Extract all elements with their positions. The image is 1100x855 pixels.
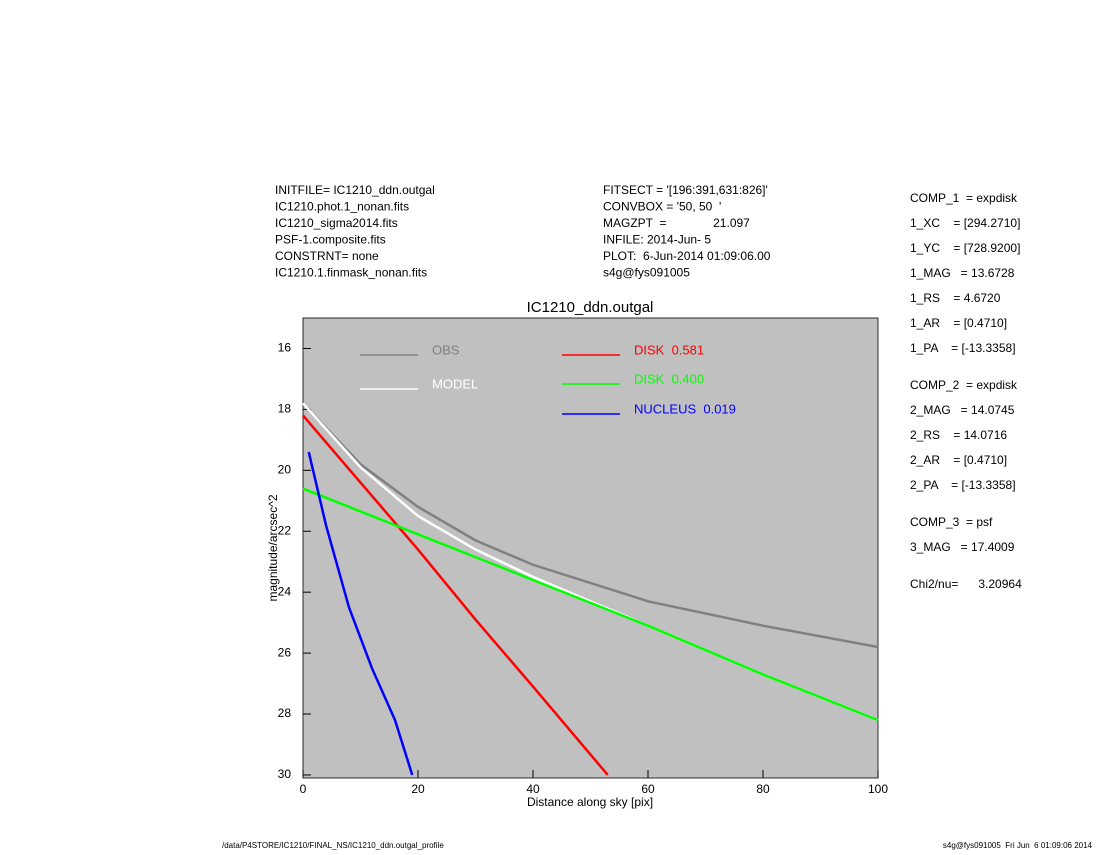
info-middle: s4g@fys091005 <box>603 266 690 280</box>
series-line <box>302 402 879 649</box>
info-left: CONSTRNT= none <box>275 249 379 263</box>
y-tick-label: 26 <box>278 645 292 659</box>
y-tick-label: 16 <box>278 341 292 355</box>
info-left: PSF-1.composite.fits <box>275 233 386 247</box>
y-tick-label: 30 <box>278 767 292 781</box>
info-right: 1_XC = [294.2710] <box>910 216 1020 230</box>
info-left: IC1210.phot.1_nonan.fits <box>275 200 409 214</box>
info-right: COMP_3 = psf <box>910 515 993 529</box>
y-tick-label: 18 <box>278 402 292 416</box>
chart-title: IC1210_ddn.outgal <box>527 299 654 316</box>
x-tick-label: 80 <box>756 782 770 796</box>
info-middle: INFILE: 2014-Jun- 5 <box>603 233 711 247</box>
y-tick-label: 24 <box>278 584 292 598</box>
info-left: IC1210.1.finmask_nonan.fits <box>275 266 427 280</box>
x-axis-label: Distance along sky [pix] <box>527 795 653 809</box>
info-right: 2_RS = 14.0716 <box>910 428 1007 442</box>
info-right: 2_MAG = 14.0745 <box>910 403 1015 417</box>
x-tick-label: 100 <box>868 782 888 796</box>
y-tick-label: 22 <box>278 523 292 537</box>
info-right: 2_PA = [-13.3358] <box>910 478 1016 492</box>
legend-label: NUCLEUS 0.019 <box>634 401 736 416</box>
footer-path: /data/P4STORE/IC1210/FINAL_NS/IC1210_ddn… <box>222 841 444 850</box>
info-right: 1_YC = [728.9200] <box>910 241 1020 255</box>
legend-label: MODEL <box>432 376 478 391</box>
info-left: INITFILE= IC1210_ddn.outgal <box>275 183 435 197</box>
info-right: COMP_1 = expdisk <box>910 191 1018 205</box>
info-right: 1_PA = [-13.3358] <box>910 341 1016 355</box>
info-right: 2_AR = [0.4710] <box>910 453 1007 467</box>
footer-stamp: s4g@fys091005 Fri Jun 6 01:09:06 2014 <box>943 841 1093 850</box>
x-tick-label: 0 <box>300 782 307 796</box>
info-left: IC1210_sigma2014.fits <box>275 216 398 230</box>
series-line <box>302 414 609 776</box>
x-tick-label: 40 <box>526 782 540 796</box>
info-middle: FITSECT = '[196:391,631:826]' <box>603 183 768 197</box>
legend-label: DISK 0.581 <box>634 342 704 357</box>
info-right: 1_MAG = 13.6728 <box>910 266 1015 280</box>
info-right: Chi2/nu= 3.20964 <box>910 577 1022 591</box>
x-tick-label: 20 <box>411 782 425 796</box>
y-tick-label: 20 <box>278 462 292 476</box>
plot-area <box>302 317 879 779</box>
info-right: COMP_2 = expdisk <box>910 378 1018 392</box>
series-line <box>302 487 879 722</box>
info-right: 1_AR = [0.4710] <box>910 316 1007 330</box>
series-line <box>307 451 414 776</box>
info-right: 1_RS = 4.6720 <box>910 291 1001 305</box>
info-middle: MAGZPT = 21.097 <box>603 216 750 230</box>
info-middle: PLOT: 6-Jun-2014 01:09:06.00 <box>603 249 771 263</box>
info-right: 3_MAG = 17.4009 <box>910 540 1015 554</box>
legend-label: OBS <box>432 342 460 357</box>
info-middle: CONVBOX = '50, 50 ' <box>603 200 721 214</box>
y-axis-label: magnitude/arcsec^2 <box>266 494 280 601</box>
x-tick-label: 60 <box>641 782 655 796</box>
legend-label: DISK 0.400 <box>634 371 704 386</box>
y-tick-label: 28 <box>278 706 292 720</box>
